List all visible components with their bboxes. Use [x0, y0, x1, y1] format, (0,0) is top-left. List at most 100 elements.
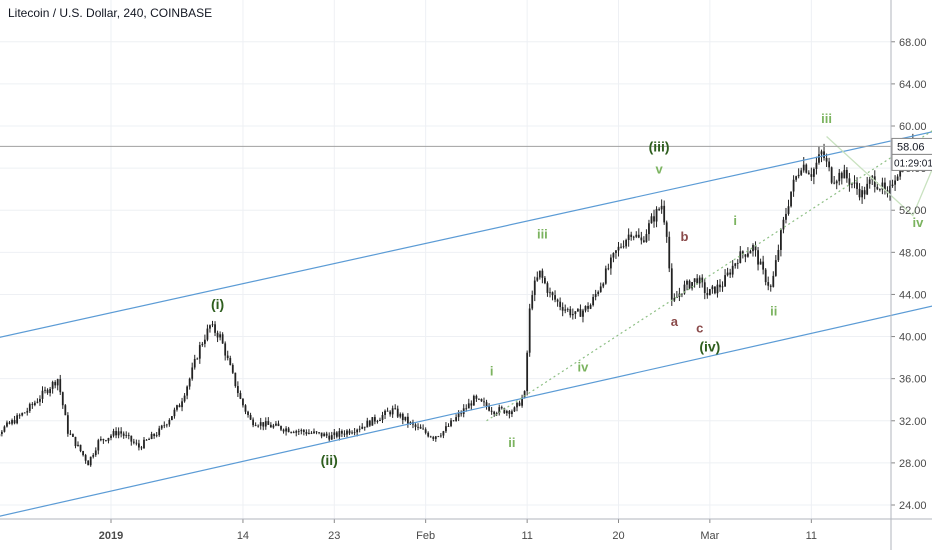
candle-body: [747, 253, 749, 257]
candle-body: [338, 431, 341, 437]
candle-body: [49, 388, 51, 394]
candle-body: [533, 280, 536, 296]
candle-body: [186, 386, 189, 396]
candle-body: [64, 405, 67, 416]
candle-body: [655, 208, 658, 222]
candle-body: [211, 324, 214, 326]
candle-body: [315, 431, 318, 433]
candle-body: [663, 205, 666, 223]
candle-body: [635, 234, 638, 237]
candle-body: [485, 402, 488, 407]
candle-body: [77, 444, 79, 447]
candle-body: [127, 435, 130, 437]
candle-body: [148, 439, 150, 440]
candle-body: [828, 161, 831, 168]
candle-body: [419, 426, 422, 429]
candle-body: [21, 413, 24, 416]
candle-body: [551, 292, 554, 296]
candle-body: [587, 305, 589, 309]
candle-body: [843, 169, 846, 179]
candle-body: [417, 426, 419, 428]
candle-body: [234, 372, 237, 387]
candle-body: [305, 431, 308, 434]
candles: [0, 133, 914, 467]
x-tick-label: 20: [612, 530, 624, 542]
candle-body: [112, 431, 115, 436]
candle-body: [706, 293, 709, 296]
candle-body: [132, 441, 135, 443]
candle-body: [323, 433, 326, 437]
x-tick-label: Mar: [700, 530, 719, 542]
candle-body: [168, 420, 171, 425]
candle-body: [239, 393, 242, 399]
candle-body: [267, 421, 270, 425]
candle-body: [287, 428, 290, 433]
channel-line-upper: [0, 131, 932, 338]
candle-body: [424, 429, 427, 433]
y-tick-label: 68.00: [899, 37, 927, 49]
wave-label: iv: [578, 359, 590, 374]
candle-body: [165, 424, 168, 426]
candle-body: [670, 268, 673, 301]
candle-body: [691, 282, 693, 289]
candle-body: [642, 240, 645, 242]
candle-body: [853, 182, 856, 184]
candle-body: [72, 434, 74, 437]
candle-body: [203, 339, 206, 344]
candle-body: [780, 229, 782, 250]
candle-body: [650, 216, 653, 224]
candle-body: [432, 437, 435, 439]
candle-body: [92, 454, 95, 457]
candle-body: [653, 216, 655, 222]
candle-body: [559, 301, 562, 308]
candle-body: [427, 432, 430, 437]
candle-body: [59, 379, 62, 393]
candle-body: [757, 250, 759, 265]
candle-body: [277, 423, 280, 427]
candle-body: [579, 309, 582, 317]
candle-body: [693, 278, 696, 283]
wave-label: i: [733, 213, 737, 228]
candle-body: [632, 236, 635, 238]
candle-body: [188, 378, 191, 387]
candle-body: [140, 447, 143, 449]
candle-body: [701, 277, 704, 283]
candle-body: [645, 234, 648, 242]
candle-body: [683, 284, 686, 294]
candle-body: [269, 424, 272, 428]
candle-body: [840, 172, 843, 179]
countdown-label: 01:29:01: [894, 158, 932, 169]
candle-body: [894, 180, 896, 185]
candle-body: [526, 352, 529, 392]
candle-body: [584, 305, 587, 311]
candle-body: [249, 414, 252, 420]
candle-body: [295, 431, 298, 433]
candle-body: [434, 436, 437, 439]
candle-body: [318, 432, 320, 434]
candle-body: [787, 206, 790, 214]
candle-body: [368, 420, 371, 426]
candle-body: [275, 423, 277, 426]
candle-body: [873, 176, 876, 187]
candle-body: [668, 236, 671, 269]
candle-body: [571, 314, 574, 316]
candle-body: [341, 431, 343, 434]
candle-body: [198, 345, 201, 359]
candle-body: [698, 277, 701, 284]
candle-body: [333, 432, 336, 436]
y-tick-label: 28.00: [899, 458, 927, 470]
candle-body: [797, 174, 800, 177]
candle-body: [615, 250, 617, 254]
candle-body: [876, 186, 879, 190]
candle-body: [13, 420, 16, 424]
candle-body: [475, 395, 478, 399]
candle-body: [594, 294, 597, 298]
candle-body: [394, 408, 397, 410]
candle-body: [130, 435, 133, 442]
candle-body: [660, 205, 663, 210]
candle-body: [158, 428, 161, 436]
candle-body: [739, 251, 742, 263]
candle-body: [335, 432, 338, 437]
